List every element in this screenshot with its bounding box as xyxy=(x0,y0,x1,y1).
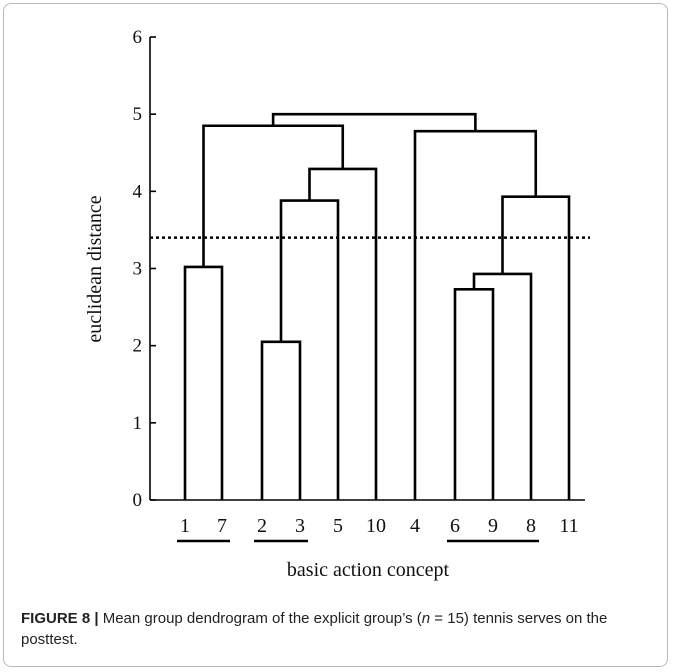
leaf-label: 8 xyxy=(526,515,536,537)
y-tick-label: 1 xyxy=(133,413,143,434)
chart-axes: 0 1 2 3 4 5 6 xyxy=(133,27,585,511)
leaf-label: 2 xyxy=(257,515,267,537)
dendrogram-chart: 0 1 2 3 4 5 6 1 7 2 3 5 10 4 6 9 8 11 basic action conce… xyxy=(84,27,590,581)
dendrogram-link xyxy=(202,124,345,267)
y-tick-label: 0 xyxy=(133,490,143,511)
dendrogram-link xyxy=(260,340,302,500)
dendrogram-link xyxy=(183,265,224,500)
dendrogram-links xyxy=(183,112,571,500)
caption-label: FIGURE 8 | xyxy=(21,610,99,627)
leaf-label: 5 xyxy=(333,515,343,537)
x-axis-label: basic action concept xyxy=(287,559,450,581)
dendrogram-link xyxy=(271,112,477,132)
y-tick-label: 2 xyxy=(133,336,143,357)
y-tick-label: 5 xyxy=(133,104,143,125)
leaf-label: 6 xyxy=(450,515,460,537)
caption-italic: n xyxy=(421,610,431,627)
dendrogram-link xyxy=(308,167,378,500)
leaf-labels: 1 7 2 3 5 10 4 6 9 8 11 xyxy=(177,515,579,543)
y-tick-label: 4 xyxy=(133,181,143,202)
y-tick-label: 3 xyxy=(133,259,143,280)
dendrogram-link xyxy=(279,199,340,500)
y-axis-label: euclidean distance xyxy=(84,195,106,342)
leaf-label: 1 xyxy=(180,515,190,537)
leaf-label: 3 xyxy=(295,515,305,537)
dendrogram-link xyxy=(413,129,538,500)
leaf-label: 7 xyxy=(217,515,227,537)
leaf-label: 11 xyxy=(559,515,578,537)
leaf-label: 10 xyxy=(366,515,386,537)
y-tick-label: 6 xyxy=(133,27,143,48)
dendrogram-link xyxy=(501,195,571,500)
dendrogram-link xyxy=(472,272,533,500)
dendrogram-link xyxy=(453,288,495,500)
leaf-label: 9 xyxy=(488,515,498,537)
figure-caption: FIGURE 8 | Mean group dendrogram of the … xyxy=(21,608,651,650)
caption-text-before: Mean group dendrogram of the explicit gr… xyxy=(98,610,422,627)
caption-text-after: = 15) tennis serves on the posttest. xyxy=(21,610,608,648)
leaf-label: 4 xyxy=(410,515,420,537)
